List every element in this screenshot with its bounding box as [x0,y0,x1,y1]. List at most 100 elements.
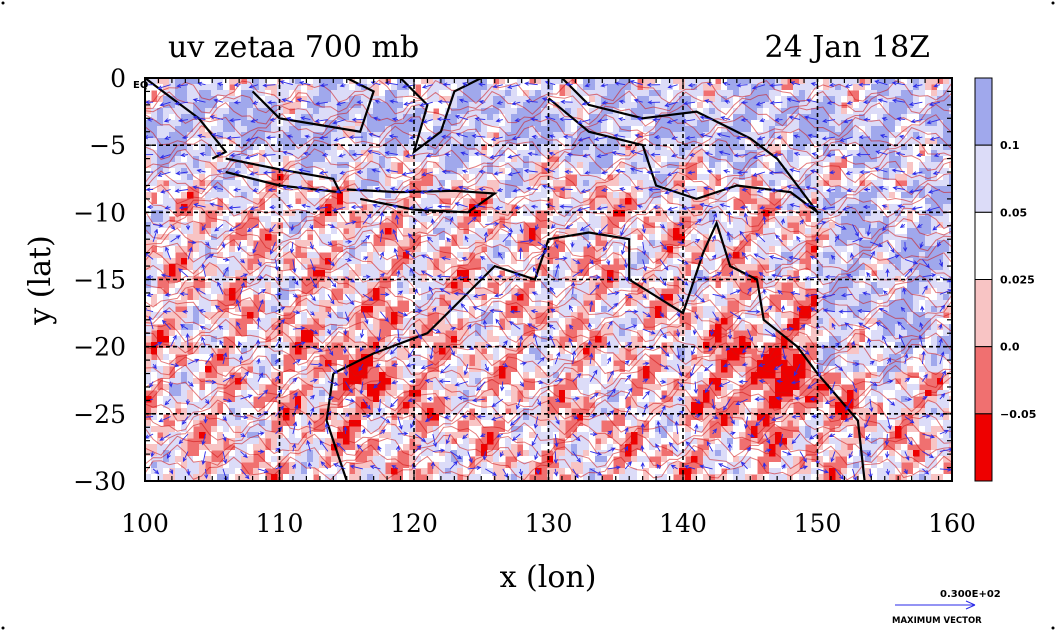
field-cell [631,264,638,271]
field-cell [307,258,314,265]
field-cell [871,96,878,103]
field-cell [229,264,236,271]
field-cell [853,84,860,91]
field-cell [409,84,416,91]
field-cell [811,222,818,229]
field-cell [703,216,710,223]
field-cell [391,312,398,319]
field-cell [595,114,602,121]
field-cell [319,282,326,289]
field-cell [427,252,434,259]
field-cell [469,192,476,199]
field-cell [787,306,794,313]
field-cell [541,240,548,247]
field-cell [853,120,860,127]
field-cell [223,114,230,121]
field-cell [541,78,548,85]
field-cell [775,222,782,229]
field-cell [799,126,806,133]
field-cell [247,126,254,133]
field-cell [487,84,494,91]
field-cell [169,168,176,175]
field-cell [499,210,506,217]
field-cell [931,306,938,313]
field-cell [895,300,902,307]
field-cell [613,228,620,235]
field-cell [949,270,952,277]
field-cell [343,246,350,253]
field-cell [463,144,470,151]
field-cell [847,192,854,199]
field-cell [775,102,782,109]
field-cell [667,174,674,181]
field-cell [415,288,422,295]
field-cell [781,258,788,265]
field-cell [529,144,536,151]
field-cell [739,300,746,307]
field-cell [235,252,242,259]
field-cell [733,120,740,127]
field-cell [661,90,668,97]
field-cell [667,270,674,277]
field-cell [337,120,344,127]
field-cell [721,78,728,85]
field-cell [361,192,368,199]
field-cell [739,78,746,85]
field-cell [607,144,614,151]
field-cell [157,180,164,187]
field-cell [907,204,914,211]
field-cell [241,288,248,295]
field-cell [487,150,494,157]
field-cell [823,282,830,289]
field-cell [409,228,416,235]
field-cell [943,198,950,205]
field-cell [265,318,272,325]
field-cell [937,108,944,115]
field-cell [751,288,758,295]
field-cell [925,90,932,97]
field-cell [607,90,614,97]
field-cell [379,120,386,127]
field-cell [673,138,680,145]
field-cell [817,132,824,139]
field-cell [925,216,932,223]
field-cell [571,270,578,277]
field-cell [295,192,302,199]
field-cell [805,306,812,313]
field-cell [691,78,698,85]
field-cell [235,132,242,139]
field-cell [415,96,422,103]
field-cell [475,144,482,151]
field-cell [895,264,902,271]
field-cell [481,210,488,217]
field-cell [319,306,326,313]
field-cell [553,312,560,319]
field-cell [829,102,836,109]
field-cell [589,120,596,127]
field-cell [799,246,806,253]
field-cell [655,288,662,295]
field-cell [673,156,680,163]
field-cell [343,102,350,109]
field-cell [187,258,194,265]
field-cell [193,306,200,313]
field-cell [145,234,152,241]
field-cell [835,96,842,103]
field-cell [619,222,626,229]
field-cell [511,138,518,145]
field-cell [157,264,164,271]
field-cell [943,144,950,151]
field-cell [325,300,332,307]
field-cell [493,240,500,247]
field-cell [259,270,266,277]
field-cell [601,198,608,205]
field-cell [667,90,674,97]
field-cell [763,132,770,139]
field-cell [217,282,224,289]
field-cell [163,138,170,145]
field-cell [661,180,668,187]
field-cell [487,222,494,229]
field-cell [463,258,470,265]
field-cell [697,90,704,97]
field-cell [169,240,176,247]
